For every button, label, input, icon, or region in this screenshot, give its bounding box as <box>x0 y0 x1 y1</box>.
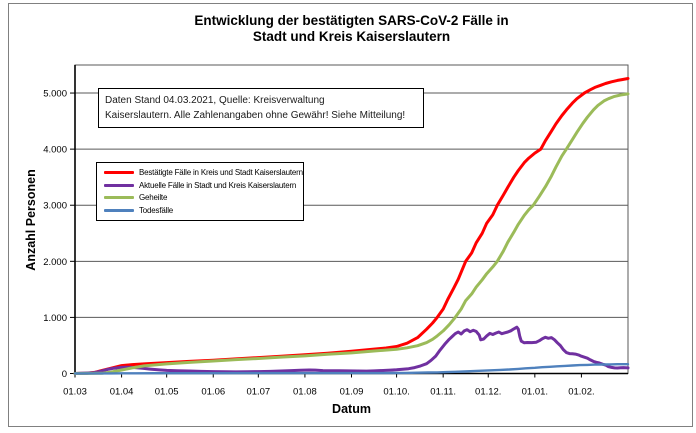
x-axis-title: Datum <box>332 402 371 416</box>
x-tick-label: 01.11. <box>430 387 456 398</box>
y-axis-title: Anzahl Personen <box>24 169 38 271</box>
legend-item-3: Geheilte <box>104 193 301 202</box>
x-tick-label: 01.04 <box>110 387 134 398</box>
x-tick-label: 01.10. <box>383 387 409 398</box>
x-tick-label: 01.03 <box>63 387 87 398</box>
x-tick-label: 01.08 <box>293 387 317 398</box>
legend-label-3: Geheilte <box>139 193 168 203</box>
y-tick-label: 5.000 <box>43 89 67 100</box>
legend-item-4: Todesfälle <box>104 206 301 215</box>
x-tick-label: 01.05 <box>155 387 179 398</box>
y-tick-label: 4.000 <box>43 145 67 156</box>
y-tick-label: 1.000 <box>43 313 67 324</box>
chart-title: Entwicklung der bestätigten SARS-CoV-2 F… <box>194 13 509 44</box>
series-line-2 <box>73 325 630 375</box>
legend-swatch-1 <box>104 170 134 174</box>
legend-label-4: Todesfälle <box>139 206 174 216</box>
x-tick-label: 01.09 <box>340 387 364 398</box>
x-tick-label: 01.01. <box>522 387 548 398</box>
y-tick-label: 0 <box>62 369 67 380</box>
legend-swatch-4 <box>104 209 134 213</box>
x-tick-label: 01.12. <box>475 387 501 398</box>
legend-label-1: Bestätigte Fälle in Kreis und Stadt Kais… <box>139 167 303 177</box>
series-line-4 <box>73 363 630 375</box>
x-tick-label: 01.06 <box>201 387 225 398</box>
legend-label-2: Aktuelle Fälle in Stadt und Kreis Kaiser… <box>139 180 297 190</box>
series-line-3 <box>73 92 630 375</box>
data-source-note: Daten Stand 04.03.2021, Quelle: Kreisver… <box>98 88 424 128</box>
legend: Bestätigte Fälle in Kreis und Stadt Kais… <box>96 162 304 221</box>
x-tick-label: 01.07 <box>246 387 270 398</box>
y-tick-label: 2.000 <box>43 257 67 268</box>
x-tick-label: 01.02. <box>568 387 594 398</box>
legend-item-2: Aktuelle Fälle in Stadt und Kreis Kaiser… <box>104 181 301 190</box>
legend-swatch-2 <box>104 183 134 187</box>
y-tick-label: 3.000 <box>43 201 67 212</box>
legend-item-1: Bestätigte Fälle in Kreis und Stadt Kais… <box>104 167 303 177</box>
legend-swatch-3 <box>104 196 134 200</box>
